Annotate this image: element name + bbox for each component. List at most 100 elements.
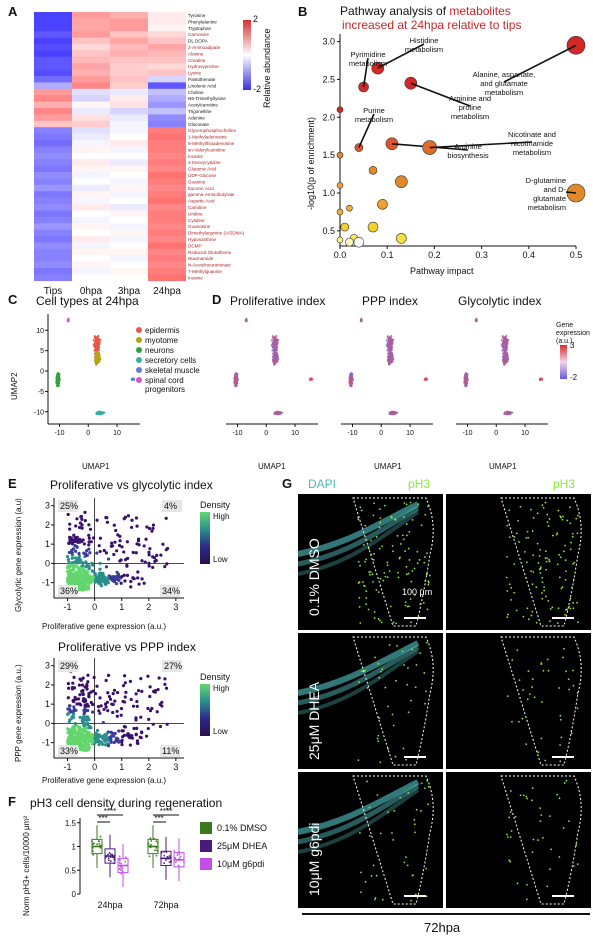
umap-expression-point (350, 385, 353, 388)
heatmap-cell (34, 127, 72, 134)
ph3-nucleus (409, 598, 412, 601)
ph3-nucleus (369, 571, 372, 573)
heatmap-cell (34, 268, 72, 275)
pathway-point-label: and glutamate (480, 79, 528, 88)
ph3-nucleus (526, 698, 529, 701)
f-data-point (99, 835, 102, 838)
heatmap-cell (34, 69, 72, 77)
f-data-point (124, 856, 127, 859)
e-plot1-cell-point (80, 526, 84, 530)
e-plot2-cell-point (86, 735, 91, 739)
e-plot2-cell-point (91, 739, 95, 743)
e-plot2-cell-point (95, 684, 99, 688)
ph3-nucleus (526, 797, 529, 800)
ph3-nucleus (531, 610, 534, 613)
ph3-nucleus (571, 535, 574, 538)
umap-expression-point (235, 382, 239, 385)
e-plot2-cell-point (90, 710, 95, 714)
umap-expression-point (235, 377, 238, 380)
heatmap-cell (72, 88, 110, 96)
umap-expression-point (349, 379, 352, 382)
umap-legend-item: neurons (136, 346, 220, 355)
heatmap-cell (110, 191, 148, 198)
e-plot1-cell-point (112, 523, 116, 527)
heatmap-cell (72, 229, 110, 237)
ph3-nucleus (426, 552, 428, 555)
ph3-nucleus (526, 607, 529, 610)
e-plot1-quadrant-box (160, 585, 180, 597)
e-plot1-cell-point (66, 557, 71, 562)
ph3-nucleus (530, 508, 532, 511)
f-legend-item: 0.1% DMSO (200, 822, 267, 834)
heatmap-cell (148, 159, 186, 166)
umap-legend-label: spinal cord progenitors (145, 376, 186, 394)
ph3-nucleus (572, 684, 575, 687)
ph3-nucleus (392, 838, 395, 841)
umap-expression-point (233, 377, 236, 380)
e-plot1-cell-point (118, 534, 122, 538)
umap-legend-label: epidermis (145, 326, 180, 335)
ph3-nucleus (424, 702, 426, 705)
scatter-prolif-vs-ppp: -1 0 1 2 3 3 2 1 0 -1 29% 27% 33% 11% (42, 658, 184, 772)
heatmap-cell (148, 255, 186, 262)
heatmap-cell (72, 178, 110, 186)
e-plot1-cell-point (82, 581, 87, 585)
e-plot2-cell-point (122, 725, 126, 729)
e-plot1-y-tick-label: 0 (45, 558, 50, 568)
heatmap-cell (72, 44, 110, 51)
heatmap-cell (72, 69, 110, 77)
e-plot1-cell-point (152, 556, 157, 560)
heatmap-cell (72, 133, 110, 141)
f-data-point (121, 867, 124, 870)
e-plot1-cell-point (81, 588, 85, 592)
timepoint-label: 72hpa (424, 920, 461, 935)
e-plot2-x-tick-label: 1 (119, 762, 124, 772)
e-plot1-cell-point (99, 584, 104, 588)
heatmap-cell (72, 210, 110, 218)
e-plot2-cell-point (115, 690, 120, 695)
ph3-nucleus (425, 895, 428, 898)
heatmap-cell (148, 18, 186, 26)
heatmap-cell (34, 204, 72, 211)
e-plot1-cell-point (99, 579, 103, 583)
e-plot2-cell-point (113, 699, 117, 703)
heatmap-row-label: N-Acetylneuraminate (188, 263, 231, 268)
e-plot1-cell-point (78, 525, 82, 530)
e-plot2-cell-point (83, 685, 87, 689)
e-plot2-cell-point (71, 681, 75, 685)
ph3-nucleus (540, 663, 543, 666)
panel-c-label: C (8, 292, 18, 307)
scale-bar-label: 100 μm (402, 587, 433, 597)
ph3-nucleus (525, 795, 528, 798)
ph3-nucleus (574, 571, 577, 574)
pathway-point-label: metabolism (528, 203, 566, 212)
heatmap-cell (148, 268, 186, 275)
e-plot2-cell-point (87, 695, 91, 699)
umap-expression-point (388, 363, 391, 366)
heatmap-row-label: Aspartic Acid (188, 199, 215, 204)
e-plot1-cell-point (164, 516, 168, 520)
e-plot2-cell-point (69, 736, 73, 740)
pathway-label-leader (429, 141, 533, 149)
e-plot2-cell-point (76, 742, 81, 746)
ph3-nucleus (568, 820, 570, 822)
heatmap-cell (148, 133, 186, 141)
f-data-point (120, 869, 123, 872)
umap-expression-point (275, 340, 278, 343)
umap-expression-point (388, 337, 391, 340)
heatmap-cell (110, 242, 148, 250)
ph3-nucleus (405, 856, 407, 859)
ph3-nucleus (378, 526, 381, 529)
e-plot2-x-tick-label: -1 (64, 762, 72, 772)
umap-expression-point (465, 385, 468, 388)
f-y-tick-label: 0.5 (65, 866, 77, 875)
ph3-nucleus (546, 513, 549, 516)
umap-legend-swatch (136, 337, 142, 343)
heatmap-cell (110, 184, 148, 192)
heatmap-cell (34, 140, 72, 147)
ph3-nucleus (407, 572, 410, 575)
umap-expression-point (502, 340, 506, 343)
ph3-nucleus (567, 678, 570, 681)
pathway-point-label: and D- (543, 185, 566, 194)
f-data-point (165, 859, 167, 861)
